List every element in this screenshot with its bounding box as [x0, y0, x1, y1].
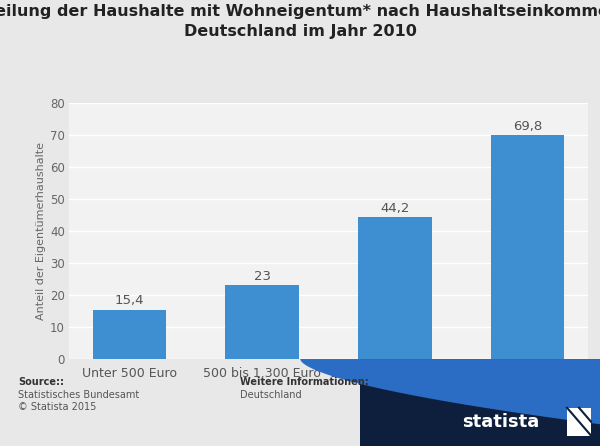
- Text: Weitere Informationen:: Weitere Informationen:: [240, 377, 369, 387]
- Polygon shape: [300, 359, 600, 424]
- Text: Deutschland: Deutschland: [240, 390, 302, 400]
- Text: 69,8: 69,8: [513, 120, 542, 133]
- Text: 44,2: 44,2: [380, 202, 410, 215]
- Text: Source::: Source::: [18, 377, 64, 387]
- Text: Statistisches Bundesamt
© Statista 2015: Statistisches Bundesamt © Statista 2015: [18, 390, 139, 412]
- Bar: [491, 135, 565, 359]
- Bar: [358, 217, 431, 359]
- Bar: [226, 285, 299, 359]
- Text: statista: statista: [463, 413, 539, 431]
- FancyBboxPatch shape: [567, 408, 591, 436]
- FancyBboxPatch shape: [360, 359, 600, 446]
- Y-axis label: Anteil der Eigentümerhaushalte: Anteil der Eigentümerhaushalte: [36, 142, 46, 320]
- Text: 🗹: 🗹: [569, 415, 577, 429]
- Bar: [92, 310, 166, 359]
- Text: Verteilung der Haushalte mit Wohneigentum* nach Haushaltseinkommen in
Deutschlan: Verteilung der Haushalte mit Wohneigentu…: [0, 4, 600, 39]
- Text: 15,4: 15,4: [115, 294, 144, 307]
- Text: 23: 23: [254, 270, 271, 283]
